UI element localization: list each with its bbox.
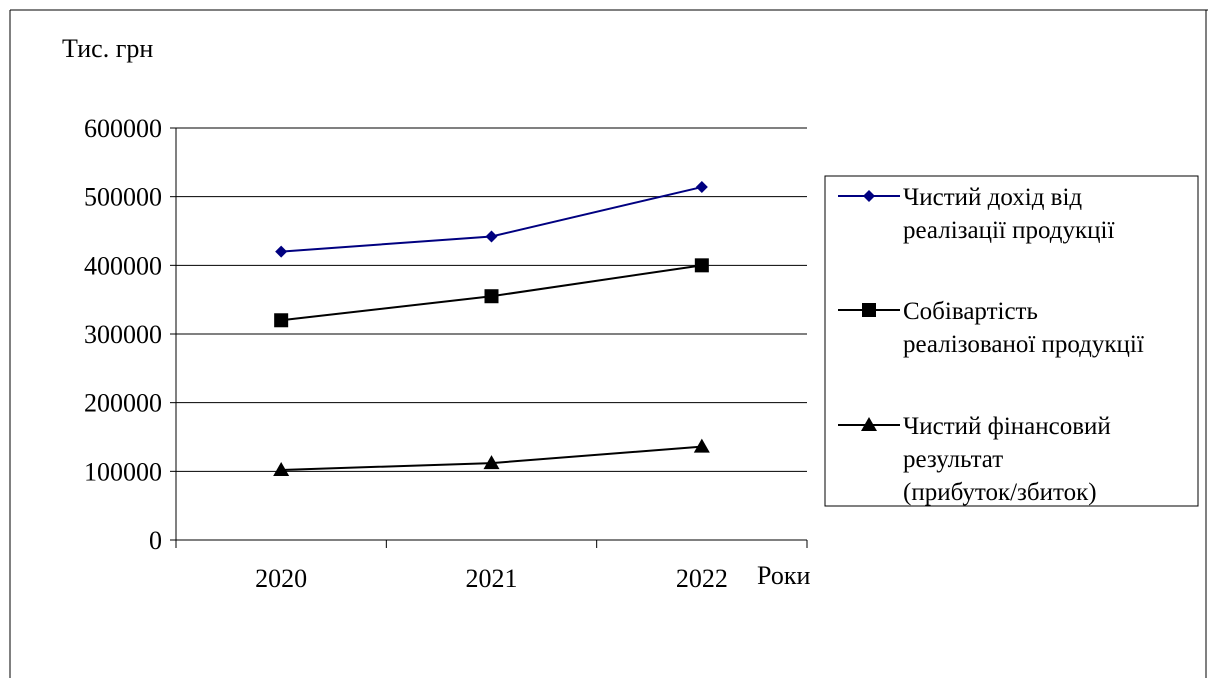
legend-label: результат: [903, 446, 1003, 473]
x-tick-label: 2022: [676, 564, 728, 593]
data-point: [696, 181, 708, 193]
y-tick-label: 0: [149, 526, 162, 555]
series-2: [274, 258, 709, 327]
y-tick-label: 500000: [84, 183, 162, 212]
x-tick-label: 2020: [255, 564, 307, 593]
series-3: [273, 439, 710, 476]
x-tick-labels: 2020 2021 2022: [255, 564, 728, 593]
legend-label: (прибуток/збиток): [903, 479, 1097, 506]
y-tick-label: 400000: [84, 251, 162, 280]
data-point: [274, 313, 288, 327]
legend-label: Чистий фінансовий: [903, 413, 1111, 440]
legend-label: реалізованої продукції: [903, 331, 1144, 358]
y-axis-title: Тис. грн: [62, 34, 153, 63]
y-tick-label: 100000: [84, 457, 162, 486]
data-point: [695, 258, 709, 272]
data-point: [485, 289, 499, 303]
legend-label: реалізації продукції: [903, 217, 1114, 244]
legend-label: Собівартість: [903, 298, 1038, 325]
legend-marker: [862, 303, 876, 317]
legend: Чистий дохід від реалізації продукції Собі…: [825, 176, 1198, 506]
legend-label: Чистий дохід від: [903, 184, 1082, 211]
y-tick-labels: 0 100000 200000 300000 400000 500000 600000: [84, 114, 162, 555]
y-tick-label: 200000: [84, 389, 162, 418]
data-point: [275, 246, 287, 258]
data-point: [486, 230, 498, 242]
axes: [170, 128, 807, 548]
y-tick-label: 600000: [84, 114, 162, 143]
y-tick-label: 300000: [84, 320, 162, 349]
series-1: [275, 181, 708, 258]
data-point: [694, 439, 710, 453]
series-group: [273, 181, 710, 476]
x-axis-title: Роки: [757, 561, 810, 590]
x-tick-label: 2021: [466, 564, 518, 593]
